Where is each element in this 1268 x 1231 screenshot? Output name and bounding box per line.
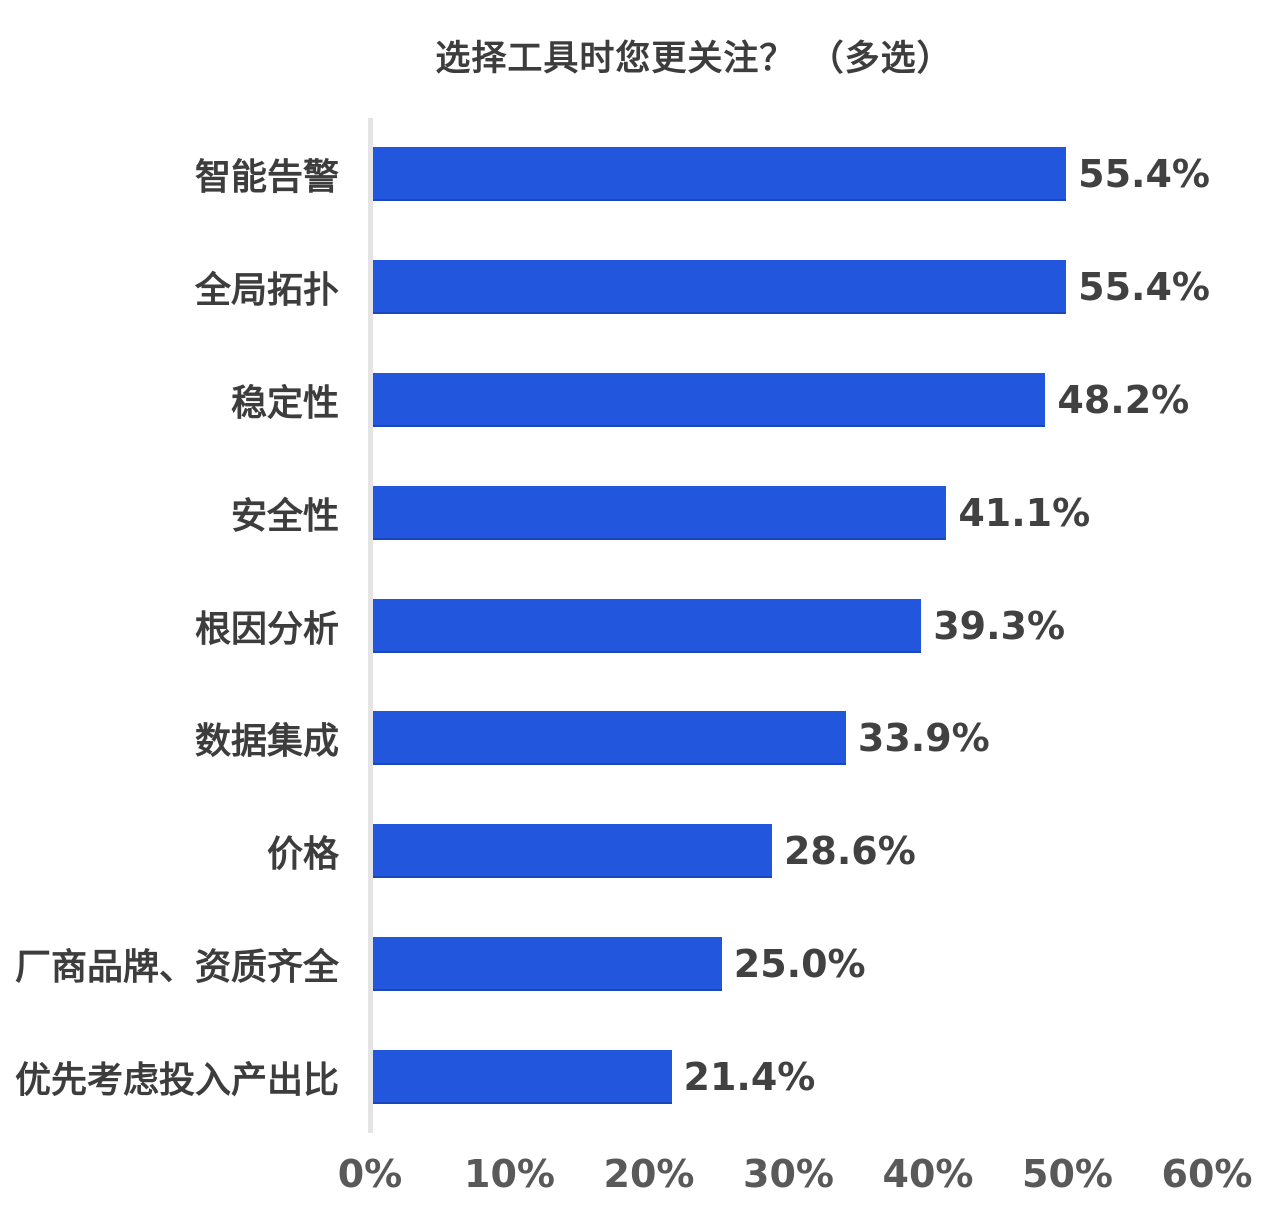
bar-row: 优先考虑投入产出比 21.4% bbox=[0, 1020, 1268, 1133]
bar-row: 稳定性 48.2% bbox=[0, 344, 1268, 457]
category-label: 优先考虑投入产出比 bbox=[14, 1059, 339, 1101]
category-label: 价格 bbox=[266, 834, 339, 876]
bar bbox=[373, 711, 846, 766]
value-label: 48.2% bbox=[1057, 377, 1190, 422]
category-label: 根因分析 bbox=[194, 608, 339, 650]
bar-area: 55.4% bbox=[373, 147, 1210, 202]
x-axis-tick-label: 20% bbox=[603, 1152, 695, 1196]
bar-area: 39.3% bbox=[373, 598, 1210, 653]
bar bbox=[373, 485, 947, 540]
bar-area: 55.4% bbox=[373, 260, 1210, 315]
bar bbox=[373, 372, 1046, 427]
bar-row: 厂商品牌、资质齐全 25.0% bbox=[0, 907, 1268, 1020]
category-label: 安全性 bbox=[230, 495, 339, 537]
x-axis-tick-label: 30% bbox=[743, 1152, 834, 1196]
value-label: 33.9% bbox=[857, 716, 990, 761]
category-label: 全局拓扑 bbox=[194, 270, 339, 312]
bar bbox=[373, 147, 1067, 202]
category-label: 稳定性 bbox=[230, 382, 339, 424]
bar-row: 价格 28.6% bbox=[0, 795, 1268, 908]
bar-row: 安全性 41.1% bbox=[0, 456, 1268, 569]
x-axis-tick-label: 40% bbox=[882, 1152, 974, 1196]
category-label: 厂商品牌、资质齐全 bbox=[14, 946, 339, 988]
x-axis-tick-label: 10% bbox=[464, 1152, 555, 1196]
value-label: 25.0% bbox=[733, 941, 866, 986]
value-label: 41.1% bbox=[958, 490, 1091, 535]
category-label: 智能告警 bbox=[194, 157, 339, 199]
category-label: 数据集成 bbox=[194, 721, 339, 763]
bar-area: 28.6% bbox=[373, 824, 1210, 879]
value-label: 55.4% bbox=[1078, 152, 1210, 197]
bar-row: 全局拓扑 55.4% bbox=[0, 231, 1268, 344]
x-axis-tick-label: 60% bbox=[1161, 1152, 1253, 1196]
bar-area: 41.1% bbox=[373, 485, 1210, 540]
x-axis-tick-label: 50% bbox=[1022, 1152, 1113, 1196]
bar-row: 智能告警 55.4% bbox=[0, 118, 1268, 231]
chart-title: 选择工具时您更关注？ （多选） bbox=[435, 39, 953, 79]
bar-row: 根因分析 39.3% bbox=[0, 569, 1268, 682]
x-axis: 0% 10% 20% 30% 40% 50% 60% bbox=[338, 1152, 1253, 1212]
bar-area: 25.0% bbox=[373, 936, 1210, 991]
value-label: 28.6% bbox=[783, 829, 916, 874]
x-axis-tick-label: 0% bbox=[337, 1152, 403, 1196]
value-label: 55.4% bbox=[1078, 265, 1210, 310]
bar bbox=[373, 824, 772, 879]
y-axis-line bbox=[368, 118, 373, 1133]
bar bbox=[373, 260, 1067, 315]
bar bbox=[373, 1049, 672, 1104]
bar-area: 21.4% bbox=[373, 1049, 1210, 1104]
bar-area: 33.9% bbox=[373, 711, 1210, 766]
bar-rows: 智能告警 55.4% 全局拓扑 55.4% 稳定性 48.2% 安全性 41.1… bbox=[0, 118, 1268, 1133]
value-label: 39.3% bbox=[933, 603, 1066, 648]
bar bbox=[373, 936, 722, 991]
bar-row: 数据集成 33.9% bbox=[0, 682, 1268, 795]
plot-area: 智能告警 55.4% 全局拓扑 55.4% 稳定性 48.2% 安全性 41.1… bbox=[0, 118, 1268, 1133]
bar bbox=[373, 598, 922, 653]
value-label: 21.4% bbox=[683, 1054, 816, 1099]
bar-area: 48.2% bbox=[373, 372, 1210, 427]
